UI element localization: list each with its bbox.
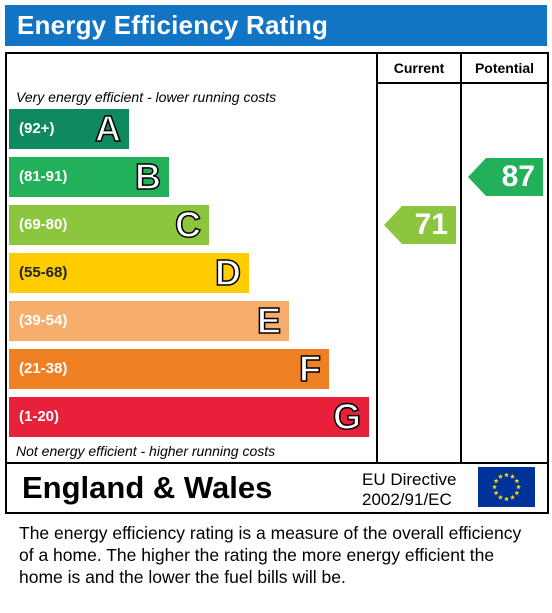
band-letter: G <box>332 396 362 438</box>
directive-line-2: 2002/91/EC <box>362 490 452 509</box>
country-label: England & Wales <box>22 470 273 505</box>
eu-star <box>510 474 515 479</box>
band-letter: E <box>256 300 282 342</box>
band-range: (39-54) <box>19 312 68 329</box>
rating-table: Current Potential Very energy efficient … <box>5 52 549 514</box>
band-g: (1-20) G <box>9 396 369 438</box>
potential-arrow-shape <box>468 158 543 196</box>
eu-star <box>492 484 497 490</box>
current-column-header: Current <box>393 60 445 76</box>
band-range: (55-68) <box>19 264 68 281</box>
bottom-note: Not energy efficient - higher running co… <box>16 443 276 459</box>
current-column-divider <box>376 54 378 464</box>
eu-star <box>516 484 521 490</box>
eu-star <box>504 472 509 478</box>
header-bar: Energy Efficiency Rating <box>5 5 547 46</box>
eu-flag-icon <box>478 467 535 507</box>
description-text: The energy efficiency rating is a measur… <box>19 523 522 587</box>
band-f: (21-38) F <box>9 348 329 390</box>
band-b: (81-91) B <box>9 156 169 198</box>
page-title: Energy Efficiency Rating <box>17 10 329 40</box>
potential-rating-value: 87 <box>501 160 535 193</box>
eu-star <box>493 478 499 484</box>
eu-star <box>498 494 503 500</box>
band-a: (92+) A <box>9 108 129 150</box>
band-c: (69-80) C <box>9 204 209 246</box>
potential-rating-arrow: 87 <box>468 158 543 196</box>
eu-star <box>510 494 515 500</box>
band-letter: D <box>214 252 242 294</box>
eu-star <box>493 490 499 496</box>
band-range: (21-38) <box>19 360 68 377</box>
band-range: (81-91) <box>19 168 68 185</box>
header-divider <box>376 82 547 84</box>
potential-column-divider <box>460 54 462 464</box>
eu-star <box>504 496 509 502</box>
footer-divider <box>7 462 547 464</box>
eu-star <box>514 478 520 484</box>
potential-column-header: Potential <box>474 60 535 76</box>
band-letter: C <box>174 204 202 246</box>
band-e: (39-54) E <box>9 300 289 342</box>
top-note: Very energy efficient - lower running co… <box>16 89 277 105</box>
band-range: (69-80) <box>19 216 68 233</box>
eu-star <box>498 474 503 479</box>
band-letter: B <box>134 156 162 198</box>
directive-line-1: EU Directive <box>362 470 457 489</box>
band-letter: A <box>94 108 122 150</box>
eu-star <box>514 490 520 496</box>
current-arrow-shape <box>384 206 456 244</box>
current-rating-arrow: 71 <box>384 206 456 244</box>
band-range: (92+) <box>19 120 55 137</box>
band-range: (1-20) <box>19 408 60 425</box>
current-rating-value: 71 <box>414 208 448 241</box>
band-letter: F <box>298 348 322 390</box>
band-d: (55-68) D <box>9 252 249 294</box>
